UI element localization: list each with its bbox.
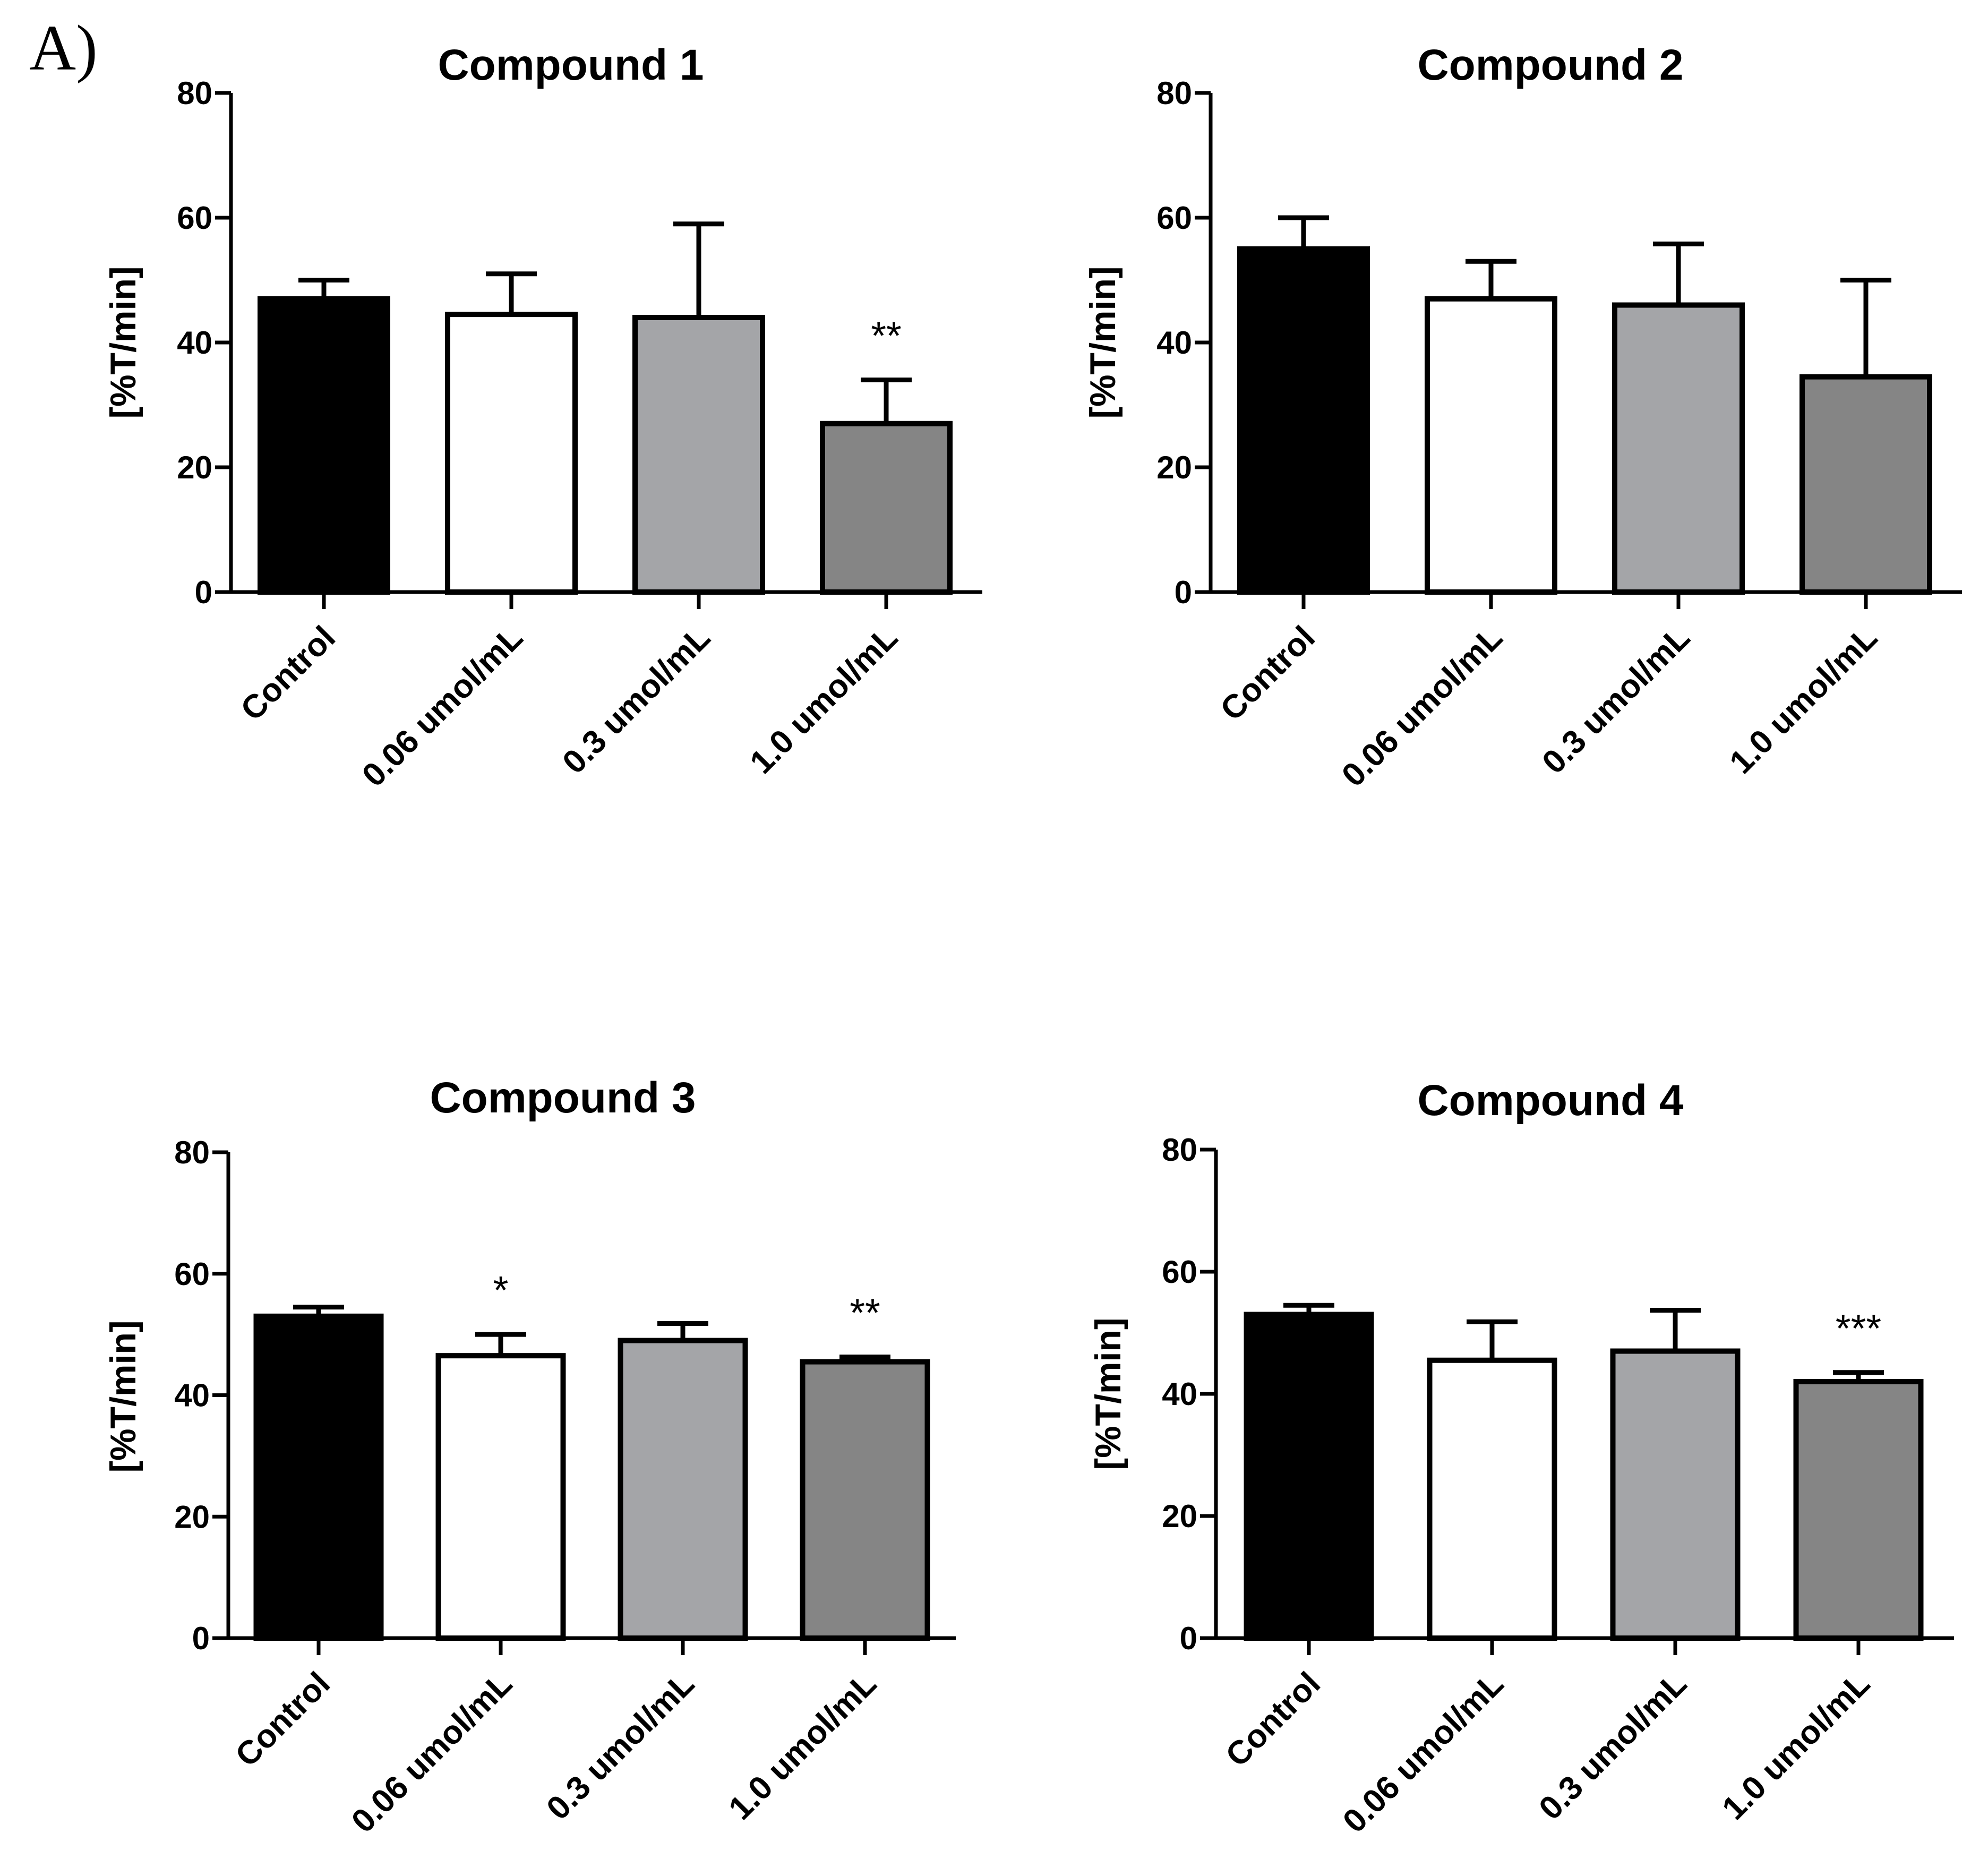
figure-panel-label: A) <box>29 12 98 84</box>
y-tick-label: 0 <box>1175 575 1192 610</box>
bar <box>1427 1357 1557 1641</box>
bar <box>1610 1348 1741 1641</box>
bar <box>1793 1379 1924 1641</box>
y-tick-label: 20 <box>1162 1498 1197 1534</box>
y-tick-label: 80 <box>177 75 212 111</box>
x-tick-label: 0.06 umol/mL <box>1335 619 1510 794</box>
x-tick-label: Control <box>228 1665 337 1774</box>
y-tick-label: 80 <box>174 1135 210 1170</box>
x-tick-label: 0.3 umol/mL <box>539 1665 701 1827</box>
significance-marker: * <box>493 1268 509 1312</box>
y-axis-label: [%T/min] <box>103 266 143 418</box>
y-tick-label: 20 <box>177 450 212 485</box>
significance-marker: *** <box>1836 1306 1881 1350</box>
chart-title: Compound 3 <box>430 1074 696 1122</box>
y-tick-label: 20 <box>174 1499 210 1535</box>
chart-compound-3: Compound 3 [%T/min] 0 20 40 60 80 Control 0.06 u… <box>103 1074 956 1840</box>
y-axis-label: [%T/min] <box>1083 266 1123 418</box>
y-tick-label: 0 <box>192 1621 210 1656</box>
bar <box>1612 302 1745 595</box>
x-tick-label: Control <box>1213 619 1322 728</box>
x-tick-label: 0.06 umol/mL <box>355 619 530 794</box>
chart-compound-1: Compound 1 [%T/min] 0 20 40 60 80 Control 0.06 u… <box>103 41 982 794</box>
bar <box>258 296 390 595</box>
y-tick-label: 20 <box>1156 450 1192 485</box>
chart-compound-4: Compound 4 [%T/min] 0 20 40 60 80 Control 0.06 u… <box>1088 1076 1954 1840</box>
bar <box>253 1313 384 1641</box>
y-tick-label: 40 <box>177 325 212 361</box>
y-tick-label: 60 <box>1156 200 1192 236</box>
x-tick-label: 0.3 umol/mL <box>555 619 717 781</box>
bar <box>632 315 765 595</box>
y-tick-label: 40 <box>1162 1376 1197 1412</box>
bar <box>445 312 578 595</box>
bar <box>1237 246 1370 595</box>
y-tick-label: 80 <box>1162 1132 1197 1168</box>
significance-marker: ** <box>850 1290 880 1334</box>
y-axis-label: [%T/min] <box>103 1320 143 1472</box>
x-tick-label: 1.0 umol/mL <box>1723 619 1884 781</box>
x-tick-label: 0.3 umol/mL <box>1532 1665 1694 1827</box>
y-tick-label: 60 <box>177 200 212 236</box>
y-tick-label: 60 <box>174 1256 210 1292</box>
x-tick-label: 1.0 umol/mL <box>722 1665 884 1827</box>
y-tick-label: 0 <box>195 575 212 610</box>
y-tick-label: 80 <box>1156 75 1192 111</box>
y-tick-label: 0 <box>1180 1621 1197 1656</box>
bar <box>1244 1312 1374 1641</box>
y-axis-label: [%T/min] <box>1088 1317 1128 1470</box>
y-tick-label: 60 <box>1162 1254 1197 1290</box>
x-tick-label: Control <box>1219 1665 1327 1774</box>
x-tick-label: 1.0 umol/mL <box>1715 1665 1877 1827</box>
chart-title: Compound 1 <box>438 41 704 89</box>
chart-title: Compound 4 <box>1417 1076 1683 1125</box>
bar <box>800 1359 930 1641</box>
chart-title: Compound 2 <box>1417 41 1683 89</box>
x-tick-label: 1.0 umol/mL <box>743 619 905 781</box>
chart-compound-2: Compound 2 [%T/min] 0 20 40 60 80 Control 0.06 u… <box>1083 41 1962 794</box>
x-tick-label: 0.3 umol/mL <box>1535 619 1697 781</box>
x-tick-label: Control <box>234 619 342 728</box>
y-tick-label: 40 <box>174 1378 210 1414</box>
bar <box>1425 296 1557 595</box>
bar <box>618 1338 748 1641</box>
significance-marker: ** <box>871 314 902 358</box>
bar <box>435 1353 566 1641</box>
x-tick-label: 0.06 umol/mL <box>1336 1665 1511 1840</box>
bar <box>1800 374 1932 595</box>
y-tick-label: 40 <box>1156 325 1192 361</box>
x-tick-label: 0.06 umol/mL <box>345 1665 519 1840</box>
bar <box>820 421 953 595</box>
